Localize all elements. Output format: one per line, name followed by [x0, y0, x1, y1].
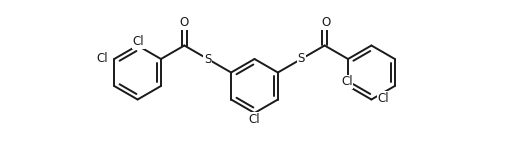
Text: O: O — [321, 16, 330, 29]
Text: Cl: Cl — [377, 92, 389, 105]
Text: S: S — [204, 53, 211, 65]
Text: Cl: Cl — [341, 75, 353, 89]
Text: O: O — [180, 16, 189, 29]
Text: Cl: Cl — [249, 113, 260, 126]
Text: S: S — [298, 53, 305, 65]
Text: Cl: Cl — [97, 51, 108, 65]
Text: Cl: Cl — [133, 35, 145, 48]
